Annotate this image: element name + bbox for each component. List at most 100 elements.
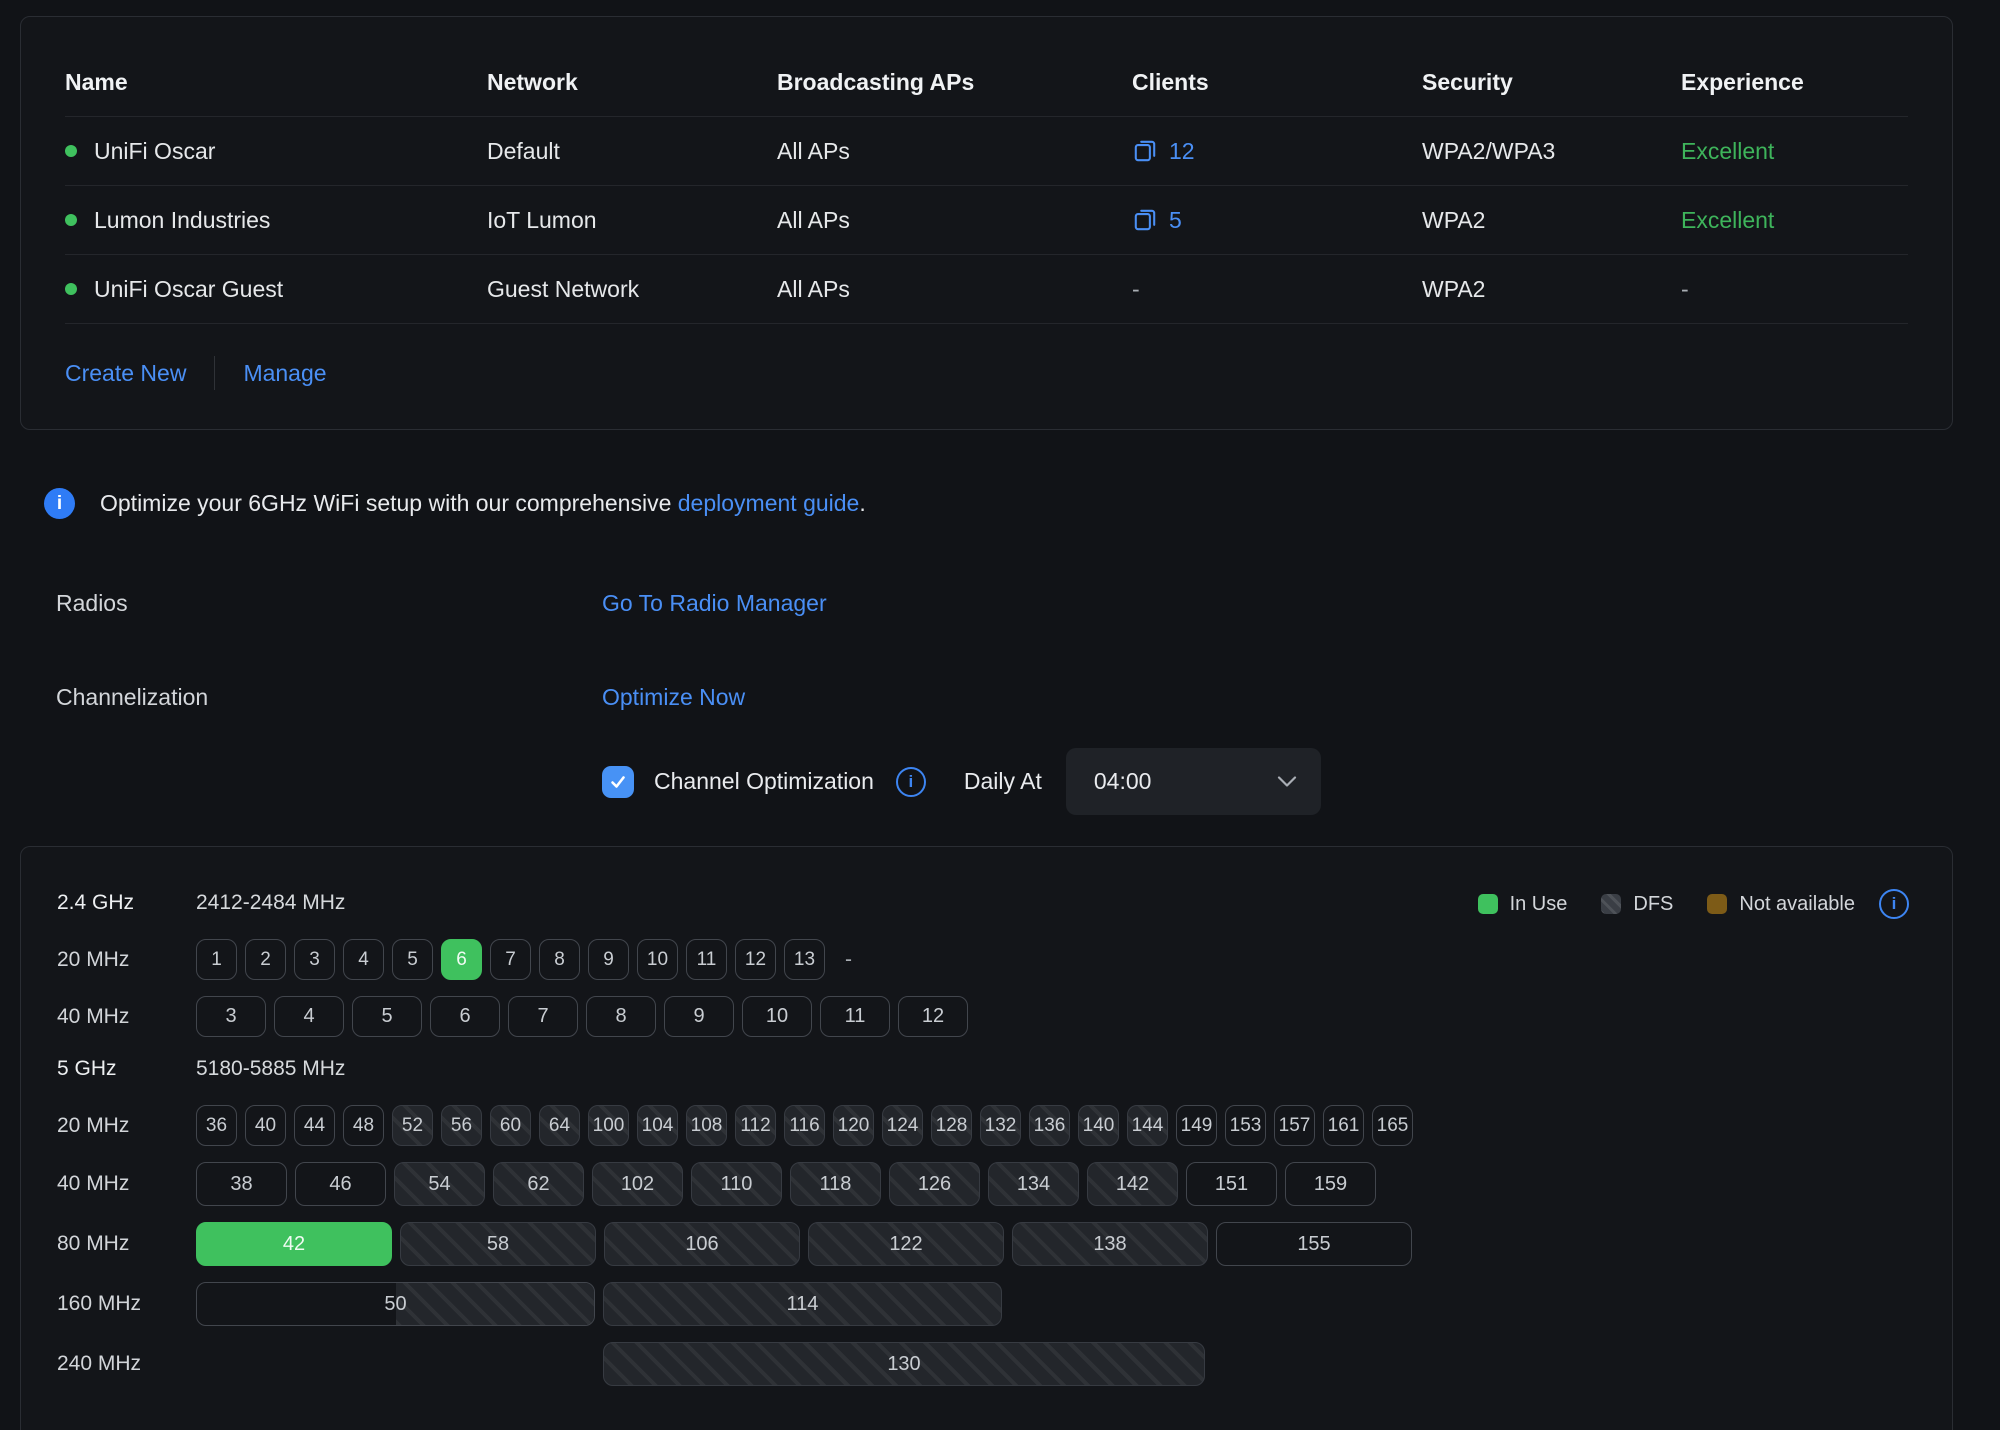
- channel-122-button[interactable]: 122: [808, 1222, 1004, 1266]
- channel-11-button[interactable]: 11: [820, 996, 890, 1037]
- manage-button[interactable]: Manage: [243, 360, 326, 387]
- channel-106-button[interactable]: 106: [604, 1222, 800, 1266]
- channel-114-button[interactable]: 114: [603, 1282, 1002, 1326]
- channel-153-button[interactable]: 153: [1225, 1105, 1266, 1146]
- table-row[interactable]: UniFi Oscar Default All APs 12 WPA2/WPA3…: [65, 117, 1908, 186]
- channel-118-button[interactable]: 118: [790, 1162, 881, 1206]
- deployment-guide-link[interactable]: deployment guide: [678, 490, 860, 516]
- channel-144-button[interactable]: 144: [1127, 1105, 1168, 1146]
- channel-128-button[interactable]: 128: [931, 1105, 972, 1146]
- channel-108-button[interactable]: 108: [686, 1105, 727, 1146]
- channel-3-button[interactable]: 3: [196, 996, 266, 1037]
- channel-8-button[interactable]: 8: [539, 939, 580, 980]
- network-name: UniFi Oscar Guest: [94, 276, 283, 303]
- optimize-now-link[interactable]: Optimize Now: [602, 683, 745, 711]
- channel-44-button[interactable]: 44: [294, 1105, 335, 1146]
- channel-142-button[interactable]: 142: [1087, 1162, 1178, 1206]
- channel-48-button[interactable]: 48: [343, 1105, 384, 1146]
- channel-126-button[interactable]: 126: [889, 1162, 980, 1206]
- channel-116-button[interactable]: 116: [784, 1105, 825, 1146]
- channel-13-button[interactable]: 13: [784, 939, 825, 980]
- channel-134-button[interactable]: 134: [988, 1162, 1079, 1206]
- channel-102-button[interactable]: 102: [592, 1162, 683, 1206]
- channel-8-button[interactable]: 8: [586, 996, 656, 1037]
- channel-138-button[interactable]: 138: [1012, 1222, 1208, 1266]
- radios-row: Radios Go To Radio Manager: [56, 589, 1936, 617]
- channel-161-button[interactable]: 161: [1323, 1105, 1364, 1146]
- channel-10-button[interactable]: 10: [637, 939, 678, 980]
- channel-46-button[interactable]: 46: [295, 1162, 386, 1206]
- channel-58-button[interactable]: 58: [400, 1222, 596, 1266]
- channel-64-button[interactable]: 64: [539, 1105, 580, 1146]
- band-frequency-range: 2412-2484 MHz: [196, 889, 345, 917]
- table-row[interactable]: Lumon Industries IoT Lumon All APs 5 WPA…: [65, 186, 1908, 255]
- experience-cell: Excellent: [1681, 138, 1908, 165]
- channelization-label: Channelization: [56, 684, 208, 710]
- channel-112-button[interactable]: 112: [735, 1105, 776, 1146]
- channel-100-button[interactable]: 100: [588, 1105, 629, 1146]
- channel-4-button[interactable]: 4: [343, 939, 384, 980]
- network-cell: Default: [487, 138, 777, 165]
- network-cell: Guest Network: [487, 276, 777, 303]
- channel-130-button[interactable]: 130: [603, 1342, 1205, 1386]
- channel-40-button[interactable]: 40: [245, 1105, 286, 1146]
- channel-6-button[interactable]: 6: [430, 996, 500, 1037]
- channel-9-button[interactable]: 9: [664, 996, 734, 1037]
- col-header-broadcasting-aps: Broadcasting APs: [777, 69, 1132, 96]
- channel-optimization-checkbox[interactable]: [602, 766, 634, 798]
- network-name-cell: UniFi Oscar Guest: [65, 276, 487, 303]
- channel-132-button[interactable]: 132: [980, 1105, 1021, 1146]
- channel-159-button[interactable]: 159: [1285, 1162, 1376, 1206]
- daily-time-select[interactable]: 04:00: [1066, 748, 1321, 815]
- channel-62-button[interactable]: 62: [493, 1162, 584, 1206]
- channel-width-row: 80 MHz4258106122138155: [57, 1222, 1912, 1266]
- channel-7-button[interactable]: 7: [490, 939, 531, 980]
- channel-11-button[interactable]: 11: [686, 939, 727, 980]
- channel-165-button[interactable]: 165: [1372, 1105, 1413, 1146]
- legend-info-icon[interactable]: i: [1879, 889, 1909, 919]
- channel-140-button[interactable]: 140: [1078, 1105, 1119, 1146]
- network-name-cell: UniFi Oscar: [65, 138, 487, 165]
- clients-link[interactable]: 12: [1132, 138, 1422, 165]
- channel-104-button[interactable]: 104: [637, 1105, 678, 1146]
- channel-5-button[interactable]: 5: [352, 996, 422, 1037]
- create-new-button[interactable]: Create New: [65, 360, 186, 387]
- legend-in-use: In Use: [1478, 890, 1568, 918]
- clients-link[interactable]: 5: [1132, 207, 1422, 234]
- channel-3-button[interactable]: 3: [294, 939, 335, 980]
- info-icon: i: [44, 488, 75, 519]
- channel-36-button[interactable]: 36: [196, 1105, 237, 1146]
- channel-50-button[interactable]: 50: [196, 1282, 595, 1326]
- table-row[interactable]: UniFi Oscar Guest Guest Network All APs …: [65, 255, 1908, 324]
- channel-149-button[interactable]: 149: [1176, 1105, 1217, 1146]
- channel-1-button[interactable]: 1: [196, 939, 237, 980]
- clients-count: 12: [1169, 138, 1195, 165]
- wifi-settings-page: Name Network Broadcasting APs Clients Se…: [0, 0, 2000, 1430]
- channel-38-button[interactable]: 38: [196, 1162, 287, 1206]
- channel-12-button[interactable]: 12: [735, 939, 776, 980]
- channel-42-button[interactable]: 42: [196, 1222, 392, 1266]
- channel-60-button[interactable]: 60: [490, 1105, 531, 1146]
- channel-136-button[interactable]: 136: [1029, 1105, 1070, 1146]
- col-header-name: Name: [65, 69, 487, 96]
- channel-56-button[interactable]: 56: [441, 1105, 482, 1146]
- channel-54-button[interactable]: 54: [394, 1162, 485, 1206]
- channel-155-button[interactable]: 155: [1216, 1222, 1412, 1266]
- channel-52-button[interactable]: 52: [392, 1105, 433, 1146]
- channel-12-button[interactable]: 12: [898, 996, 968, 1037]
- channel-151-button[interactable]: 151: [1186, 1162, 1277, 1206]
- channel-124-button[interactable]: 124: [882, 1105, 923, 1146]
- channel-7-button[interactable]: 7: [508, 996, 578, 1037]
- channel-4-button[interactable]: 4: [274, 996, 344, 1037]
- channel-110-button[interactable]: 110: [691, 1162, 782, 1206]
- channel-10-button[interactable]: 10: [742, 996, 812, 1037]
- channel-optimization-info-icon[interactable]: i: [896, 767, 926, 797]
- go-to-radio-manager-link[interactable]: Go To Radio Manager: [602, 589, 827, 617]
- channel-2-button[interactable]: 2: [245, 939, 286, 980]
- status-dot: [65, 283, 77, 295]
- channel-6-button[interactable]: 6: [441, 939, 482, 980]
- channel-157-button[interactable]: 157: [1274, 1105, 1315, 1146]
- channel-120-button[interactable]: 120: [833, 1105, 874, 1146]
- channel-5-button[interactable]: 5: [392, 939, 433, 980]
- channel-9-button[interactable]: 9: [588, 939, 629, 980]
